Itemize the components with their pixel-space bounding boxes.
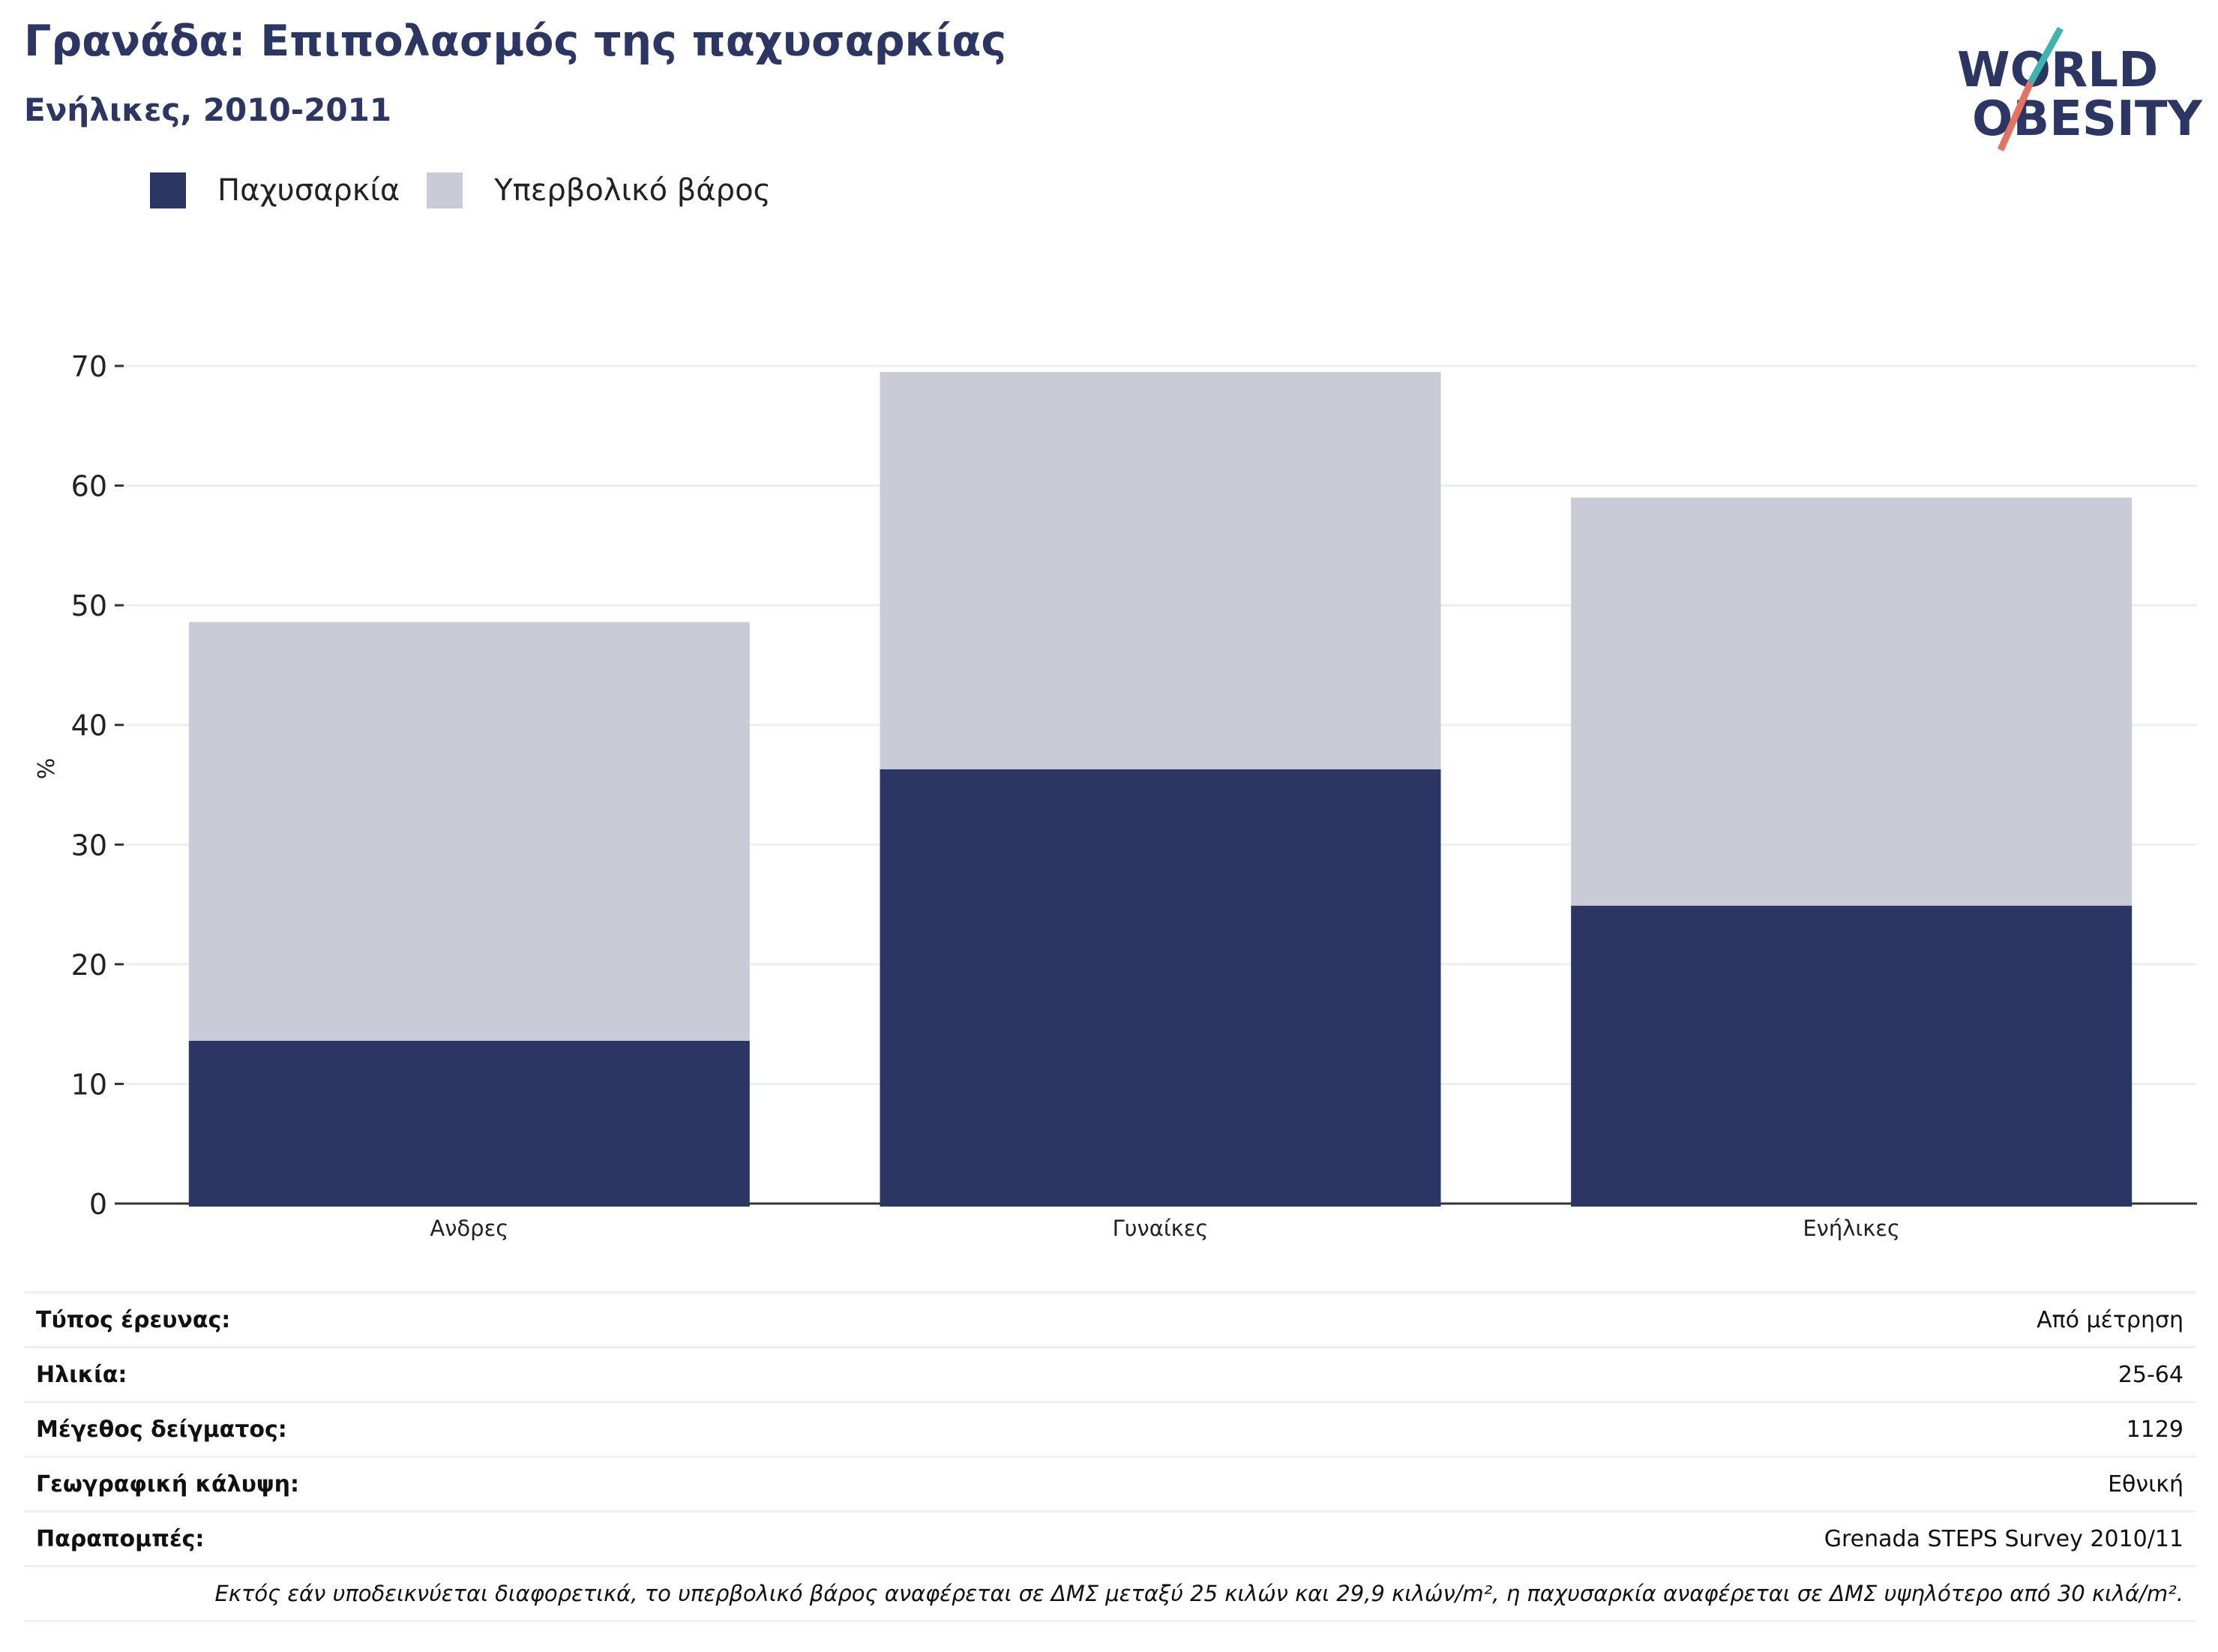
legend-item-obesity: Παχυσαρκία xyxy=(150,172,400,208)
survey-info-table: Τύπος έρευνας: Από μέτρηση Ηλικία: 25-64 Μέγ… xyxy=(24,1291,2196,1622)
info-label: Παραπομπές: xyxy=(36,1525,205,1552)
world-obesity-logo: WORLD OBESITY xyxy=(1957,26,2202,151)
y-tick-label: 70 xyxy=(71,350,107,383)
info-row: Ηλικία: 25-64 xyxy=(24,1346,2196,1401)
chart-subtitle: Ενήλικες, 2010-2011 xyxy=(24,91,392,128)
stacked-bar-chart: 0 10 20 30 40 50 60 70% Ανδρες Γυναίκες Ενήλικες xyxy=(34,350,2197,1241)
info-value: Grenada STEPS Survey 2010/11 xyxy=(1824,1525,2184,1552)
legend-swatch-overweight xyxy=(427,172,463,208)
y-tick-label: 0 xyxy=(89,1188,107,1221)
y-tick-label: 10 xyxy=(71,1068,107,1101)
bar-overweight-1 xyxy=(880,371,1441,769)
info-value: 25-64 xyxy=(2118,1361,2184,1388)
info-value: Εθνική xyxy=(2108,1471,2184,1498)
info-label: Μέγεθος δείγματος: xyxy=(36,1416,287,1443)
legend-item-overweight: Υπερβολικό βάρος xyxy=(427,172,771,208)
y-tick-label: 60 xyxy=(71,470,107,503)
y-tick-label: 20 xyxy=(71,949,107,982)
definition-note: Εκτός εάν υποδεικνύεται διαφορετικά, το … xyxy=(24,1565,2196,1622)
info-value: Από μέτρηση xyxy=(2037,1306,2184,1333)
info-label: Γεωγραφική κάλυψη: xyxy=(36,1471,300,1498)
bar-overweight-2 xyxy=(1571,497,2133,906)
x-tick-label: Γυναίκες xyxy=(1113,1216,1209,1241)
x-tick-label: Ανδρες xyxy=(430,1216,508,1241)
legend-swatch-obesity xyxy=(150,172,186,208)
logo-slash-coral xyxy=(1997,81,2034,151)
legend-label-overweight: Υπερβολικό βάρος xyxy=(494,173,772,208)
y-tick-label: 40 xyxy=(71,709,107,742)
x-tick-label: Ενήλικες xyxy=(1803,1216,1900,1241)
info-label: Τύπος έρευνας: xyxy=(36,1306,231,1333)
legend-label-obesity: Παχυσαρκία xyxy=(217,173,400,208)
bar-obesity-1 xyxy=(880,769,1441,1207)
y-tick-label: 50 xyxy=(71,589,107,622)
bar-overweight-0 xyxy=(188,622,750,1041)
info-row: Τύπος έρευνας: Από μέτρηση xyxy=(24,1291,2196,1346)
bar-obesity-2 xyxy=(1571,905,2133,1207)
bar-obesity-0 xyxy=(188,1040,750,1207)
chart-legend: Παχυσαρκία Υπερβολικό βάρος xyxy=(150,172,798,208)
info-value: 1129 xyxy=(2126,1416,2184,1443)
logo-line1: WORLD xyxy=(1957,43,2158,98)
chart-title: Γρανάδα: Επιπολασμός της παχυσαρκίας xyxy=(24,16,1007,66)
y-axis-label: % xyxy=(34,758,60,780)
logo-line2: OBESITY xyxy=(1972,91,2202,147)
info-row: Μέγεθος δείγματος: 1129 xyxy=(24,1401,2196,1456)
y-tick-label: 30 xyxy=(71,829,107,862)
info-row: Γεωγραφική κάλυψη: Εθνική xyxy=(24,1456,2196,1510)
info-label: Ηλικία: xyxy=(36,1361,127,1388)
logo-slash-teal xyxy=(2028,26,2064,85)
info-row: Παραπομπές: Grenada STEPS Survey 2010/11 xyxy=(24,1510,2196,1565)
